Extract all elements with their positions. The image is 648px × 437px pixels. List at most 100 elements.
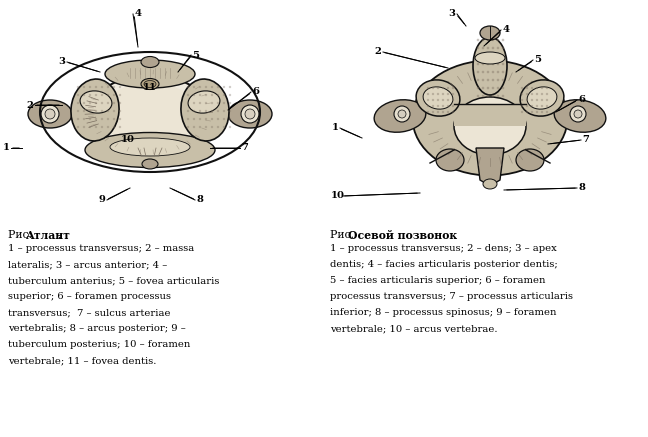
Circle shape bbox=[119, 110, 121, 112]
Circle shape bbox=[107, 118, 110, 120]
Text: 2: 2 bbox=[375, 48, 382, 56]
Text: tuberculum anterius; 5 – fovea articularis: tuberculum anterius; 5 – fovea articular… bbox=[8, 276, 220, 285]
Ellipse shape bbox=[228, 100, 272, 128]
Circle shape bbox=[229, 110, 231, 112]
Circle shape bbox=[452, 105, 454, 107]
Circle shape bbox=[101, 110, 103, 112]
Circle shape bbox=[447, 111, 449, 113]
Circle shape bbox=[83, 86, 85, 88]
Text: Осевой позвонок: Осевой позвонок bbox=[348, 230, 457, 241]
Circle shape bbox=[83, 118, 85, 120]
Circle shape bbox=[205, 118, 207, 120]
Circle shape bbox=[187, 118, 189, 120]
Circle shape bbox=[223, 110, 226, 112]
Ellipse shape bbox=[374, 100, 426, 132]
Circle shape bbox=[199, 94, 201, 96]
Text: 6: 6 bbox=[579, 96, 586, 104]
Ellipse shape bbox=[454, 97, 526, 155]
Circle shape bbox=[107, 102, 110, 104]
Circle shape bbox=[193, 110, 195, 112]
Circle shape bbox=[502, 55, 504, 57]
Circle shape bbox=[531, 87, 533, 89]
Circle shape bbox=[481, 39, 484, 42]
Circle shape bbox=[107, 126, 110, 128]
Circle shape bbox=[536, 99, 538, 101]
Circle shape bbox=[77, 94, 79, 96]
Circle shape bbox=[432, 111, 434, 113]
Circle shape bbox=[113, 126, 115, 128]
Text: 8: 8 bbox=[196, 195, 203, 205]
Ellipse shape bbox=[416, 80, 460, 116]
Circle shape bbox=[497, 62, 500, 65]
Circle shape bbox=[101, 94, 103, 96]
Circle shape bbox=[442, 105, 444, 107]
Ellipse shape bbox=[520, 80, 564, 116]
Circle shape bbox=[477, 62, 480, 65]
Circle shape bbox=[541, 93, 543, 95]
Circle shape bbox=[481, 62, 484, 65]
Text: 5 – facies articularis superior; 6 – foramen: 5 – facies articularis superior; 6 – for… bbox=[330, 276, 546, 285]
Circle shape bbox=[497, 87, 500, 89]
Circle shape bbox=[211, 126, 213, 128]
Circle shape bbox=[95, 126, 97, 128]
Circle shape bbox=[546, 87, 548, 89]
Circle shape bbox=[526, 87, 528, 89]
Circle shape bbox=[119, 118, 121, 120]
Circle shape bbox=[447, 99, 449, 101]
Circle shape bbox=[442, 87, 444, 89]
Ellipse shape bbox=[181, 79, 229, 141]
Text: 5: 5 bbox=[535, 55, 542, 65]
Circle shape bbox=[437, 99, 439, 101]
Circle shape bbox=[223, 102, 226, 104]
Circle shape bbox=[101, 126, 103, 128]
Circle shape bbox=[217, 110, 219, 112]
Circle shape bbox=[211, 110, 213, 112]
Ellipse shape bbox=[188, 91, 220, 113]
Circle shape bbox=[536, 93, 538, 95]
Text: vertebrale; 11 – fovea dentis.: vertebrale; 11 – fovea dentis. bbox=[8, 356, 156, 365]
Circle shape bbox=[199, 86, 201, 88]
Circle shape bbox=[119, 102, 121, 104]
Circle shape bbox=[536, 87, 538, 89]
Circle shape bbox=[427, 111, 429, 113]
Circle shape bbox=[502, 71, 504, 73]
Circle shape bbox=[442, 111, 444, 113]
Ellipse shape bbox=[423, 87, 453, 109]
Circle shape bbox=[193, 126, 195, 128]
Text: 2: 2 bbox=[27, 101, 34, 110]
Ellipse shape bbox=[475, 52, 505, 64]
Circle shape bbox=[541, 111, 543, 113]
Circle shape bbox=[193, 94, 195, 96]
Ellipse shape bbox=[480, 26, 500, 40]
Text: Атлант: Атлант bbox=[26, 230, 71, 241]
Circle shape bbox=[492, 71, 494, 73]
Circle shape bbox=[229, 126, 231, 128]
Circle shape bbox=[481, 47, 484, 49]
Circle shape bbox=[229, 86, 231, 88]
Circle shape bbox=[574, 110, 582, 118]
Circle shape bbox=[211, 102, 213, 104]
Ellipse shape bbox=[527, 87, 557, 109]
Text: 5: 5 bbox=[192, 51, 200, 59]
Circle shape bbox=[521, 99, 523, 101]
Circle shape bbox=[95, 94, 97, 96]
Circle shape bbox=[107, 110, 110, 112]
Circle shape bbox=[89, 86, 91, 88]
Circle shape bbox=[541, 105, 543, 107]
Circle shape bbox=[531, 93, 533, 95]
Circle shape bbox=[452, 111, 454, 113]
Circle shape bbox=[502, 62, 504, 65]
Circle shape bbox=[211, 118, 213, 120]
Text: 3: 3 bbox=[58, 58, 65, 66]
Circle shape bbox=[101, 86, 103, 88]
Circle shape bbox=[427, 105, 429, 107]
Circle shape bbox=[217, 86, 219, 88]
Circle shape bbox=[187, 86, 189, 88]
Circle shape bbox=[492, 47, 494, 49]
Circle shape bbox=[41, 105, 59, 123]
Circle shape bbox=[205, 94, 207, 96]
Circle shape bbox=[487, 95, 489, 97]
Text: 1 – processus transversus; 2 – dens; 3 – apex: 1 – processus transversus; 2 – dens; 3 –… bbox=[330, 244, 557, 253]
Ellipse shape bbox=[28, 100, 72, 128]
Circle shape bbox=[526, 99, 528, 101]
